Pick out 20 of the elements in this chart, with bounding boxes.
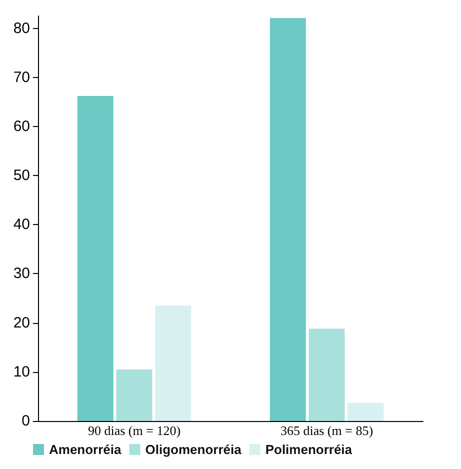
y-tick-label: 0: [22, 412, 30, 430]
x-tick-label: 90 dias (m = 120): [88, 423, 181, 438]
bar: [77, 96, 114, 421]
y-tick-label: 40: [13, 216, 30, 234]
x-tick-label: 365 dias (m = 85): [280, 423, 374, 438]
y-tick-label: 80: [13, 20, 30, 37]
bar: [308, 328, 345, 421]
bar: [348, 402, 384, 421]
bar: [155, 306, 192, 421]
y-tick-label: 70: [13, 68, 30, 86]
legend-label: Oligomenorréia: [145, 442, 242, 457]
bar: [116, 369, 152, 421]
bar: [270, 18, 306, 421]
y-tick-label: 10: [13, 363, 30, 380]
y-tick-label: 60: [13, 118, 30, 135]
legend-label: Polimenorréia: [265, 442, 353, 457]
legend-label: Amenorréia: [49, 442, 122, 457]
y-tick-label: 30: [13, 265, 30, 282]
y-tick-label: 20: [13, 314, 30, 332]
y-tick-label: 50: [13, 167, 30, 184]
